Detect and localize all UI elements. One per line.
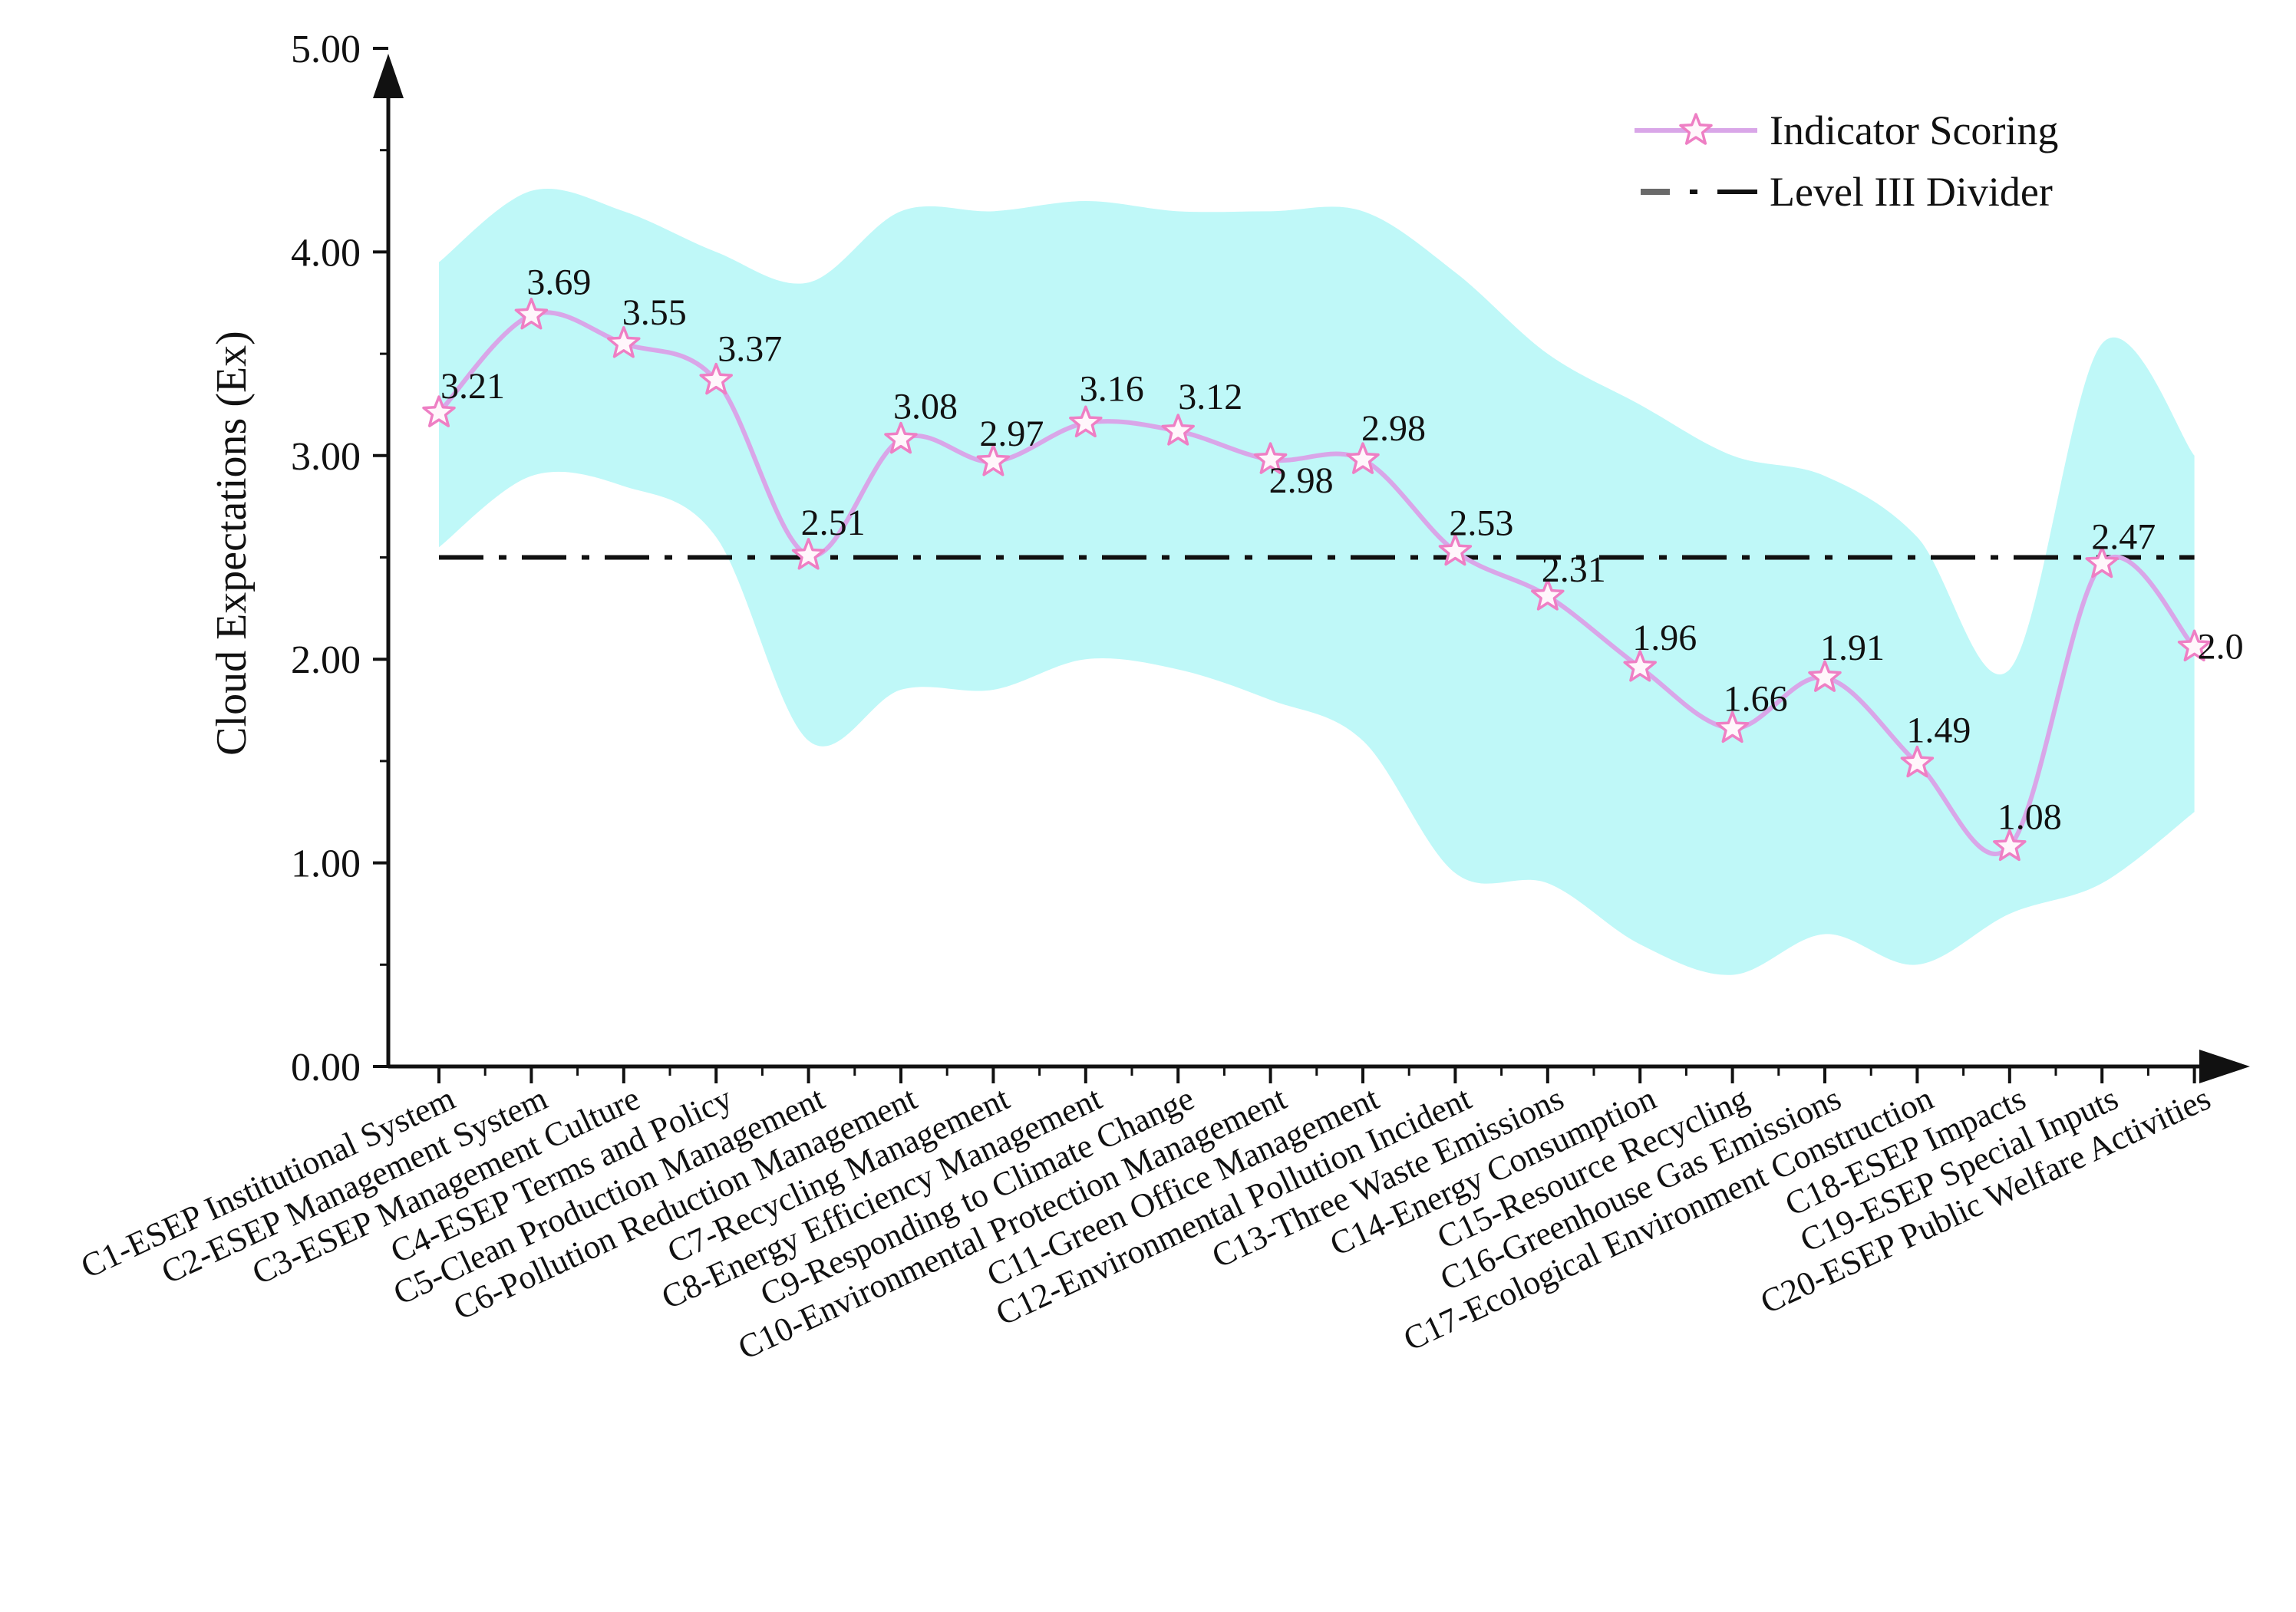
star-marker-16: [1808, 660, 1842, 692]
star-marker-20: [2177, 629, 2212, 662]
data-label-20: 2.0: [2198, 626, 2244, 667]
star-marker-8: [1069, 405, 1103, 438]
indicator-markers: [422, 297, 2212, 862]
data-label-3: 3.55: [622, 292, 687, 333]
data-label-14: 1.96: [1632, 618, 1697, 658]
data-label-13: 2.31: [1542, 549, 1606, 590]
star-marker-17: [1900, 745, 1935, 778]
data-labels: 3.21 3.69 3.55 3.37 2.51 3.08 2.97 3.16 3.12 2.98…: [440, 262, 2244, 838]
data-label-12: 2.53: [1449, 503, 1513, 544]
star-marker-4: [699, 362, 733, 395]
data-label-19: 2.47: [2091, 516, 2156, 557]
data-label-11: 2.98: [1361, 408, 1426, 449]
legend-label-indicator-scoring: Indicator Scoring: [1770, 107, 2058, 153]
data-label-16: 1.91: [1820, 628, 1885, 668]
data-label-7: 2.97: [979, 414, 1044, 454]
y-axis-title: Cloud Expectations (Ex): [208, 331, 256, 756]
star-marker-11: [1346, 442, 1380, 474]
y-tick-label: 2.00: [291, 638, 361, 682]
legend-star-icon: [1679, 113, 1713, 145]
y-axis-arrowhead: [373, 54, 404, 98]
legend: Indicator Scoring Level III Divider: [1635, 107, 2058, 215]
y-tick-label: 1.00: [291, 842, 361, 886]
star-marker-19: [2085, 546, 2119, 579]
star-marker-6: [884, 421, 918, 454]
star-marker-14: [1623, 650, 1657, 682]
y-ticks: 0.00 1.00 2.00 3.00 4.00 5.00: [291, 28, 388, 1090]
data-label-5: 2.51: [801, 503, 866, 543]
y-tick-label: 3.00: [291, 435, 361, 479]
data-label-1: 3.21: [440, 366, 505, 407]
star-marker-1: [422, 395, 456, 427]
data-label-9: 3.12: [1178, 377, 1242, 417]
cloud-band-area: [439, 188, 2195, 975]
data-label-15: 1.66: [1724, 678, 1788, 719]
star-marker-13: [1531, 579, 1565, 611]
star-marker-15: [1715, 710, 1750, 743]
star-marker-10: [1253, 442, 1288, 474]
star-marker-18: [1993, 829, 2027, 862]
data-label-6: 3.08: [893, 387, 958, 427]
data-label-2: 3.69: [526, 262, 591, 303]
data-label-10: 2.98: [1269, 460, 1334, 501]
y-tick-label: 0.00: [291, 1046, 361, 1090]
star-marker-7: [976, 444, 1011, 476]
y-tick-label: 4.00: [291, 231, 361, 275]
data-label-18: 1.08: [1997, 796, 2062, 837]
legend-label-level-iii-divider: Level III Divider: [1770, 169, 2053, 215]
star-marker-9: [1161, 414, 1195, 446]
y-tick-label: 5.00: [291, 28, 361, 71]
star-marker-12: [1438, 533, 1473, 566]
data-label-4: 3.37: [718, 329, 782, 370]
data-label-8: 3.16: [1080, 368, 1144, 409]
star-marker-2: [514, 297, 549, 330]
x-axis-arrowhead: [2199, 1050, 2250, 1083]
star-marker-5: [791, 538, 826, 570]
star-marker-3: [607, 326, 641, 358]
axes: [373, 54, 2250, 1083]
data-label-17: 1.49: [1906, 710, 1971, 751]
